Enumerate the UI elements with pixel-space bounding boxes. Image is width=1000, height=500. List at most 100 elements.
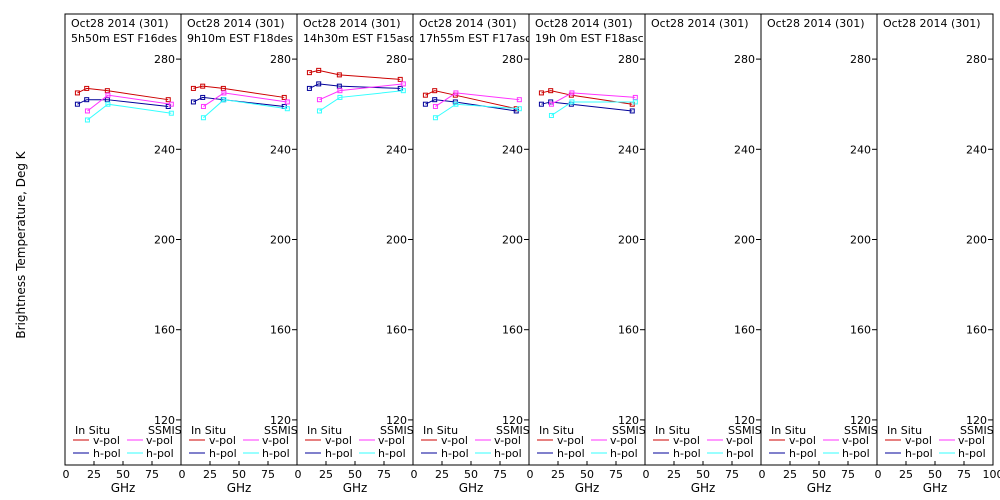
legend-label-ssmis: h-pol [262, 447, 290, 460]
panel-date-label: Oct28 2014 (301) [71, 17, 169, 30]
legend-insitu-title: In Situ [771, 424, 806, 437]
series-line-insitu_h [193, 96, 285, 107]
data-point-ssmis_h [284, 106, 290, 112]
x-tick-label: 75 [841, 468, 855, 481]
series-ssmis_v [316, 81, 406, 103]
series-ssmis_h [84, 101, 174, 123]
legend-label-insitu: v-pol [441, 434, 468, 447]
data-point-insitu_v [84, 85, 90, 91]
legend-label-ssmis: h-pol [610, 447, 638, 460]
data-point-ssmis_v [105, 92, 111, 98]
data-point-insitu_v [397, 76, 403, 82]
data-point-insitu_v [548, 88, 554, 94]
x-tick-label: 75 [609, 468, 623, 481]
x-tick-label: 50 [464, 468, 478, 481]
x-axis-label: GHz [923, 481, 948, 495]
data-point-ssmis_v [284, 99, 290, 105]
y-tick-label: 280 [154, 53, 175, 66]
panel-time-label: 14h30m EST F15asc [303, 32, 415, 45]
data-point-ssmis_h [632, 99, 638, 105]
y-tick-label: 200 [734, 234, 755, 247]
y-tick-label: 160 [850, 324, 871, 337]
series-ssmis_v [84, 92, 174, 114]
series-line-ssmis_v [435, 92, 520, 107]
y-tick-label: 280 [618, 53, 639, 66]
series-line-ssmis_h [551, 101, 636, 116]
series-ssmis_h [432, 101, 522, 121]
data-point-insitu_h [190, 99, 196, 105]
data-point-insitu_v [538, 90, 544, 96]
x-tick-label: 75 [377, 468, 391, 481]
series-ssmis_h [548, 99, 638, 118]
legend-label-insitu: v-pol [325, 434, 352, 447]
legend-label-ssmis: v-pol [958, 434, 985, 447]
series-line-ssmis_h [87, 103, 172, 121]
x-tick-label: 50 [696, 468, 710, 481]
y-tick-label: 120 [386, 414, 407, 427]
series-line-ssmis_v [319, 83, 404, 101]
legend-label-ssmis: h-pol [842, 447, 870, 460]
x-tick-label: 75 [145, 468, 159, 481]
y-tick-label: 200 [966, 234, 987, 247]
panel-date-label: Oct28 2014 (301) [419, 17, 517, 30]
data-point-insitu_h [74, 101, 80, 107]
data-point-insitu_v [432, 88, 438, 94]
x-tick-label: 50 [348, 468, 362, 481]
data-point-insitu_v [200, 83, 206, 89]
legend-label-ssmis: v-pol [610, 434, 637, 447]
data-point-ssmis_v [632, 94, 638, 100]
series-ssmis_h [200, 97, 290, 121]
legend-label-ssmis: v-pol [494, 434, 521, 447]
y-tick-label: 120 [850, 414, 871, 427]
data-point-insitu_h [432, 97, 438, 103]
series-ssmis_v [432, 90, 522, 109]
legend-label-insitu: h-pol [789, 447, 817, 460]
x-tick-label: 75 [957, 468, 971, 481]
x-tick-label: 0 [759, 468, 766, 481]
series-line-ssmis_v [551, 92, 636, 105]
x-tick-label: 50 [580, 468, 594, 481]
x-tick-label: 100 [983, 468, 1000, 481]
data-point-ssmis_h [316, 108, 322, 114]
series-line-insitu_v [77, 87, 169, 101]
x-tick-label: 50 [232, 468, 246, 481]
series-ssmis_h [316, 88, 406, 114]
x-axis-label: GHz [343, 481, 368, 495]
x-axis-label: GHz [807, 481, 832, 495]
series-line-insitu_v [309, 69, 401, 80]
series-ssmis_v [200, 90, 290, 109]
data-point-insitu_h [629, 108, 635, 114]
series-insitu_v [74, 85, 171, 103]
panel-time-label: 9h10m EST F18des [187, 32, 293, 45]
x-tick-label: 25 [203, 468, 217, 481]
y-tick-label: 120 [270, 414, 291, 427]
legend-label-insitu: v-pol [93, 434, 120, 447]
data-point-ssmis_h [548, 112, 554, 118]
y-tick-label: 120 [734, 414, 755, 427]
data-point-ssmis_v [569, 90, 575, 96]
legend-label-insitu: v-pol [789, 434, 816, 447]
legend-ssmis-title: SSMIS [844, 424, 878, 437]
data-point-insitu_h [538, 101, 544, 107]
y-tick-label: 280 [270, 53, 291, 66]
x-axis-label: GHz [575, 481, 600, 495]
legend-label-ssmis: v-pol [378, 434, 405, 447]
data-point-ssmis_v [221, 90, 227, 96]
data-point-ssmis_v [84, 108, 90, 114]
legend-label-ssmis: h-pol [494, 447, 522, 460]
panel-5: Oct28 2014 (301) 19h 0m EST F18asc 120 160 2… [527, 13, 646, 495]
y-tick-label: 240 [734, 143, 755, 156]
y-tick-label: 200 [618, 234, 639, 247]
data-point-insitu_v [422, 92, 428, 98]
series-line-ssmis_h [435, 103, 520, 119]
legend-label-insitu: h-pol [905, 447, 933, 460]
data-point-ssmis_h [84, 117, 90, 123]
data-point-ssmis_h [168, 110, 174, 116]
y-tick-label: 280 [502, 53, 523, 66]
data-point-ssmis_v [200, 103, 206, 109]
